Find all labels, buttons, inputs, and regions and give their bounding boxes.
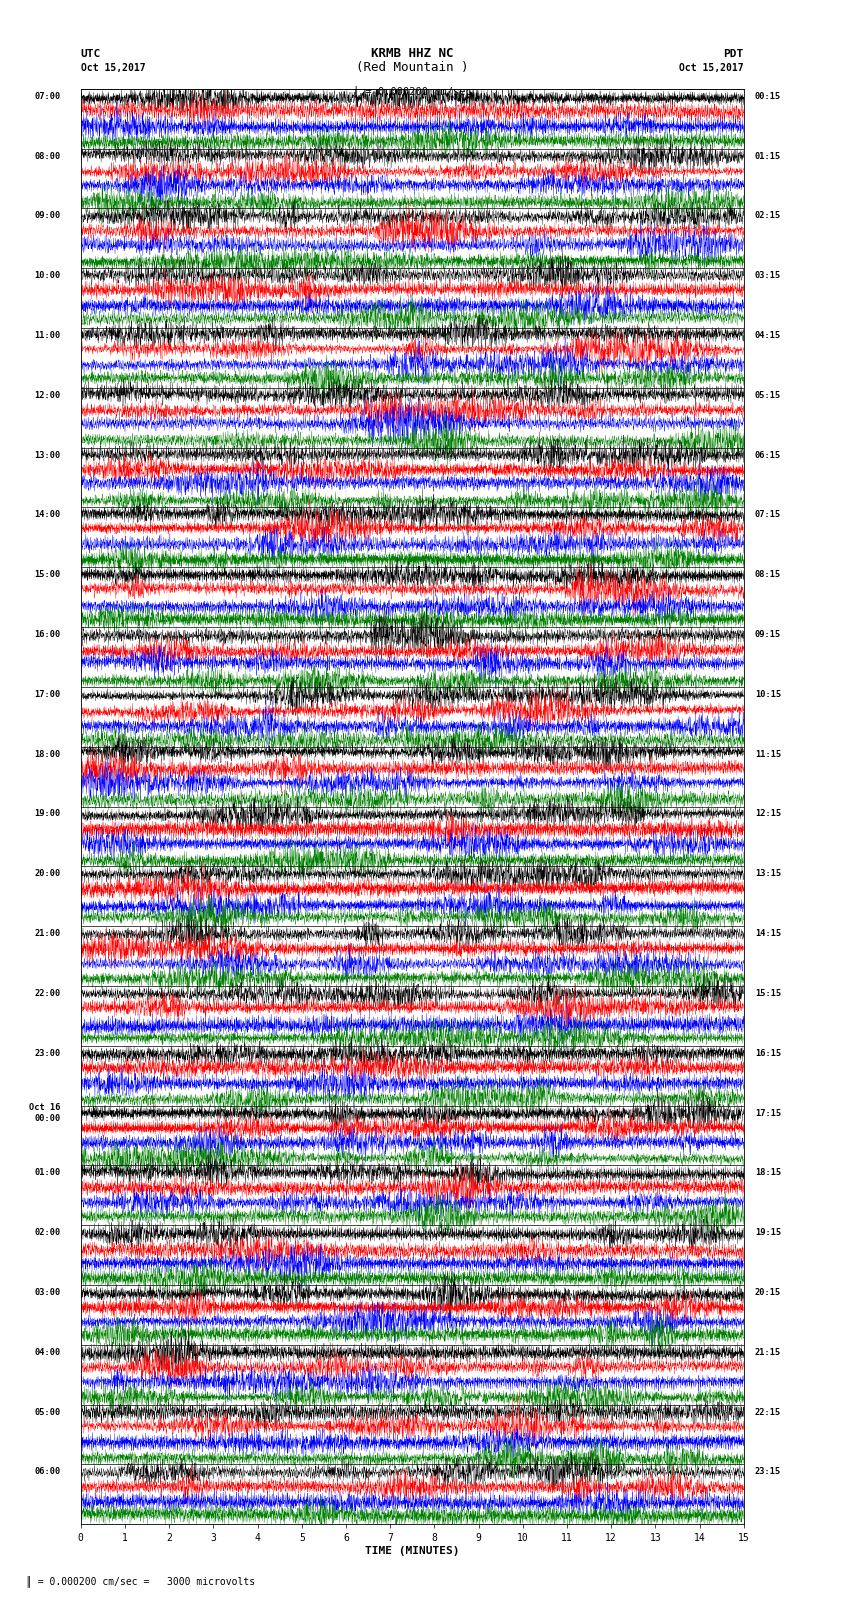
Text: Oct 16
00:00: Oct 16 00:00 — [30, 1103, 61, 1123]
Text: 02:00: 02:00 — [35, 1227, 61, 1237]
Text: 19:15: 19:15 — [755, 1227, 781, 1237]
Text: 15:15: 15:15 — [755, 989, 781, 998]
Text: 16:00: 16:00 — [35, 631, 61, 639]
Text: 17:00: 17:00 — [35, 690, 61, 698]
Text: 22:15: 22:15 — [755, 1408, 781, 1416]
Text: 04:15: 04:15 — [755, 331, 781, 340]
Text: 08:00: 08:00 — [35, 152, 61, 161]
Text: 14:00: 14:00 — [35, 510, 61, 519]
Text: 16:15: 16:15 — [755, 1048, 781, 1058]
Text: 09:00: 09:00 — [35, 211, 61, 221]
Text: 19:00: 19:00 — [35, 810, 61, 818]
Text: 21:00: 21:00 — [35, 929, 61, 939]
Text: 04:00: 04:00 — [35, 1348, 61, 1357]
Text: 07:00: 07:00 — [35, 92, 61, 100]
Text: 12:15: 12:15 — [755, 810, 781, 818]
Text: 17:15: 17:15 — [755, 1108, 781, 1118]
Text: PDT: PDT — [723, 48, 744, 58]
Text: 21:15: 21:15 — [755, 1348, 781, 1357]
Text: 13:00: 13:00 — [35, 450, 61, 460]
Text: 14:15: 14:15 — [755, 929, 781, 939]
Text: KRMB HHZ NC: KRMB HHZ NC — [371, 47, 454, 60]
Text: Oct 15,2017: Oct 15,2017 — [679, 63, 744, 73]
X-axis label: TIME (MINUTES): TIME (MINUTES) — [365, 1547, 460, 1557]
Text: 12:00: 12:00 — [35, 390, 61, 400]
Text: 03:15: 03:15 — [755, 271, 781, 281]
Text: 23:00: 23:00 — [35, 1048, 61, 1058]
Text: 06:15: 06:15 — [755, 450, 781, 460]
Text: 11:00: 11:00 — [35, 331, 61, 340]
Text: 13:15: 13:15 — [755, 869, 781, 879]
Text: 03:00: 03:00 — [35, 1289, 61, 1297]
Text: 23:15: 23:15 — [755, 1468, 781, 1476]
Text: 18:15: 18:15 — [755, 1168, 781, 1177]
Text: 02:15: 02:15 — [755, 211, 781, 221]
Text: ║ = 0.000200 cm/sec =   3000 microvolts: ║ = 0.000200 cm/sec = 3000 microvolts — [26, 1576, 255, 1587]
Text: 09:15: 09:15 — [755, 631, 781, 639]
Text: 22:00: 22:00 — [35, 989, 61, 998]
Text: 05:00: 05:00 — [35, 1408, 61, 1416]
Text: 15:00: 15:00 — [35, 571, 61, 579]
Text: Oct 15,2017: Oct 15,2017 — [81, 63, 145, 73]
Text: 01:15: 01:15 — [755, 152, 781, 161]
Text: 10:15: 10:15 — [755, 690, 781, 698]
Text: 18:00: 18:00 — [35, 750, 61, 758]
Text: (Red Mountain ): (Red Mountain ) — [356, 61, 468, 74]
Text: 06:00: 06:00 — [35, 1468, 61, 1476]
Text: 05:15: 05:15 — [755, 390, 781, 400]
Text: 20:15: 20:15 — [755, 1289, 781, 1297]
Text: 08:15: 08:15 — [755, 571, 781, 579]
Text: 10:00: 10:00 — [35, 271, 61, 281]
Text: 07:15: 07:15 — [755, 510, 781, 519]
Text: 11:15: 11:15 — [755, 750, 781, 758]
Text: 01:00: 01:00 — [35, 1168, 61, 1177]
Text: 20:00: 20:00 — [35, 869, 61, 879]
Text: 00:15: 00:15 — [755, 92, 781, 100]
Text: UTC: UTC — [81, 48, 101, 58]
Text: │ = 0.000200 cm/sec: │ = 0.000200 cm/sec — [353, 84, 472, 97]
